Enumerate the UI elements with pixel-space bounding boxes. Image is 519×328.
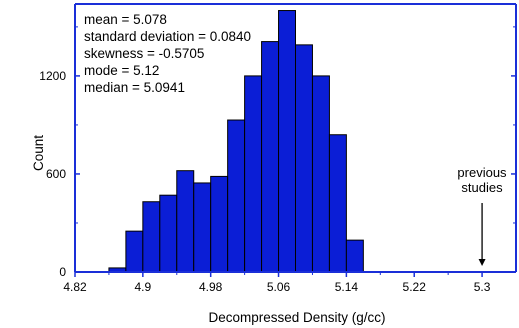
histogram-bar [328,134,347,273]
histogram-bar [244,75,263,273]
y-axis-label: Count [31,135,46,171]
x-axis-label: Decompressed Density (g/cc) [208,310,385,325]
histogram-bar [142,201,161,273]
histogram-bar [261,41,280,273]
stat-mean: mean = 5.078 [84,12,167,27]
previous-studies-annotation: previous studies [457,165,507,266]
histogram-bar [193,182,212,273]
arrow-head [478,259,486,266]
stat-skewness: skewness = -0.5705 [84,46,204,61]
x-tick-label: 4.9 [135,280,152,294]
annotation-arrow [478,203,486,266]
stat-median: median = 5.0941 [84,80,185,95]
y-tick-label: 1200 [39,69,66,83]
histogram-bar [210,175,229,273]
stat-mode: mode = 5.12 [84,63,159,78]
x-tick-label: 5.14 [335,280,359,294]
y-tick-label: 0 [59,265,66,279]
annotation-line-1: previous [457,165,507,180]
x-tick-label: 5.22 [403,280,427,294]
x-axis-ticks: 4.82 4.9 4.98 5.06 5.14 5.22 5.3 [63,272,491,294]
histogram-bar [125,230,144,273]
x-tick-label: 5.06 [267,280,291,294]
stat-standard-deviation: standard deviation = 0.0840 [84,29,251,44]
x-tick-label: 4.82 [63,280,87,294]
stats-box: mean = 5.078 standard deviation = 0.0840… [84,12,251,95]
y-tick-label: 600 [46,167,66,181]
histogram-bar [176,170,195,273]
histogram-bar [311,75,330,273]
x-tick-label: 5.3 [474,280,491,294]
annotation-line-2: studies [461,180,503,195]
plot-frame [74,3,517,273]
x-tick-label: 4.98 [199,280,223,294]
histogram-bar [278,10,296,273]
histogram-bar [159,194,178,273]
histogram-bars [108,10,364,273]
histogram-bar [227,119,246,273]
y-axis-ticks: 0 600 1200 [39,26,516,279]
histogram-bar [295,44,313,273]
histogram-bar [345,239,364,273]
